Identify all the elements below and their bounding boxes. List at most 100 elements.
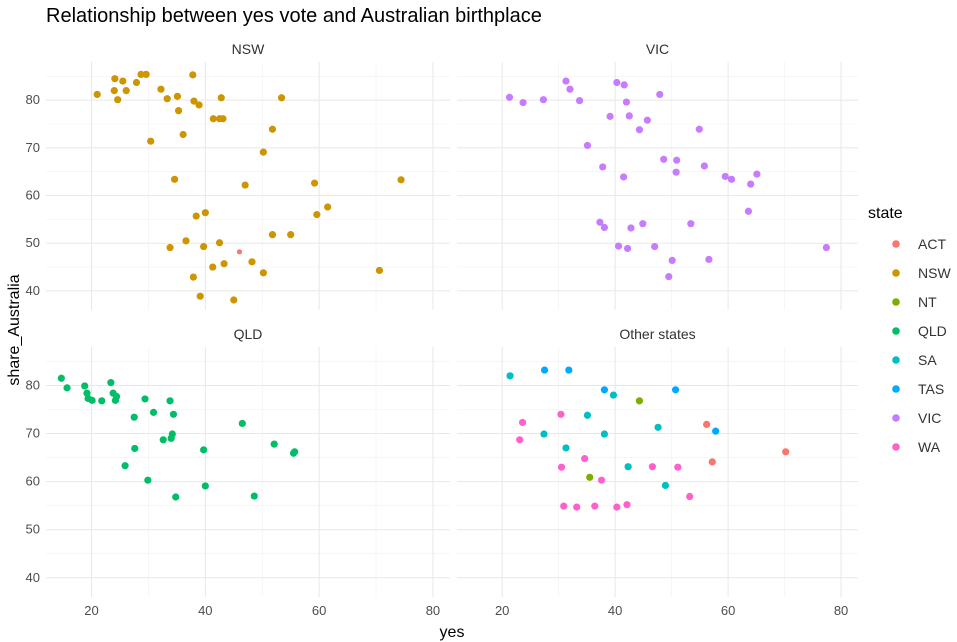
point-vic — [727, 175, 736, 183]
point-sa — [661, 481, 670, 490]
point-nsw — [119, 77, 127, 85]
legend-label: WA — [918, 439, 941, 455]
point-nsw — [310, 179, 319, 187]
y-tick-label: 40 — [26, 570, 40, 585]
point-vic — [673, 156, 681, 164]
x-tick-label: 60 — [721, 603, 735, 618]
point-nsw — [259, 148, 267, 156]
point-nsw — [200, 242, 208, 251]
point-nsw — [174, 107, 183, 115]
point-tas — [600, 386, 609, 394]
point-nt — [635, 397, 644, 405]
point-wa — [686, 492, 694, 501]
point-qld — [238, 419, 246, 428]
point-sa — [624, 463, 632, 471]
point-nsw — [397, 176, 405, 184]
point-vic — [562, 77, 570, 85]
legend-key — [892, 443, 900, 451]
point-qld — [98, 397, 106, 405]
x-tick-label: 20 — [84, 603, 98, 618]
point-tas — [712, 427, 720, 435]
point-vic — [623, 244, 632, 253]
point-vic — [721, 172, 729, 181]
point-wa — [518, 418, 527, 427]
point-qld — [144, 476, 152, 484]
point-nsw — [324, 203, 332, 211]
point-qld — [291, 448, 299, 456]
point-qld — [121, 462, 129, 470]
point-sa — [654, 423, 662, 431]
point-qld — [81, 382, 89, 390]
chart-title: Relationship between yes vote and Austra… — [46, 5, 542, 27]
point-vic — [635, 126, 644, 134]
point-vic — [660, 155, 668, 163]
point-qld — [201, 482, 209, 490]
legend-key — [892, 385, 900, 393]
point-nsw — [195, 101, 203, 109]
point-nsw — [114, 96, 122, 104]
point-vic — [705, 255, 713, 264]
legend-label: SA — [918, 352, 937, 368]
point-wa — [591, 502, 599, 510]
x-tick-label: 80 — [426, 603, 440, 618]
point-nsw — [215, 239, 224, 247]
legend-title: state — [868, 205, 903, 222]
point-wa — [516, 436, 524, 444]
point-vic — [687, 220, 695, 228]
point-qld — [250, 492, 258, 500]
point-nsw — [248, 258, 256, 266]
data-points — [57, 374, 299, 501]
point-nsw — [111, 75, 119, 83]
y-tick-label: 40 — [26, 283, 40, 298]
legend-label: VIC — [918, 410, 941, 426]
point-tas — [565, 366, 573, 374]
point-qld — [169, 410, 178, 418]
x-tick-label: 60 — [312, 603, 326, 618]
point-nsw — [209, 263, 217, 271]
point-vic — [519, 98, 527, 107]
legend-label: NT — [918, 294, 937, 310]
point-vic — [600, 223, 609, 232]
point-qld — [131, 444, 139, 453]
point-wa — [648, 463, 657, 471]
point-vic — [596, 218, 604, 226]
point-qld — [63, 384, 71, 392]
point-qld — [270, 440, 278, 448]
point-nsw — [166, 243, 174, 252]
point-nsw — [277, 94, 286, 102]
panel-qld: QLD — [46, 326, 450, 597]
point-nsw — [230, 296, 238, 304]
legend-item-qld: QLD — [892, 323, 947, 339]
x-tick-label: 40 — [198, 603, 212, 618]
point-vic — [599, 163, 607, 171]
point-nsw — [179, 130, 187, 139]
point-sa — [506, 372, 514, 380]
point-qld — [57, 374, 65, 382]
point-vic — [622, 98, 631, 106]
x-tick-label: 20 — [495, 603, 509, 618]
point-nsw — [220, 260, 228, 268]
point-sa — [562, 444, 570, 452]
point-nsw — [375, 266, 384, 275]
point-qld — [166, 397, 174, 405]
point-sa — [540, 430, 548, 438]
point-nsw — [182, 237, 190, 245]
point-qld — [107, 378, 115, 387]
legend-label: TAS — [918, 381, 944, 397]
point-vic — [606, 112, 614, 120]
point-nsw — [137, 70, 145, 78]
y-tick-label: 50 — [26, 235, 40, 250]
point-sa — [609, 391, 618, 399]
y-tick-label: 80 — [26, 92, 40, 107]
point-vic — [575, 97, 584, 105]
point-vic — [505, 93, 514, 101]
point-wa — [557, 410, 565, 418]
legend-key — [892, 327, 900, 335]
point-wa — [674, 463, 682, 471]
point-nsw — [170, 175, 179, 183]
point-vic — [639, 220, 647, 228]
point-nsw — [196, 292, 204, 300]
data-points — [93, 70, 405, 304]
point-vic — [753, 170, 761, 178]
y-tick-label: 60 — [26, 474, 40, 489]
